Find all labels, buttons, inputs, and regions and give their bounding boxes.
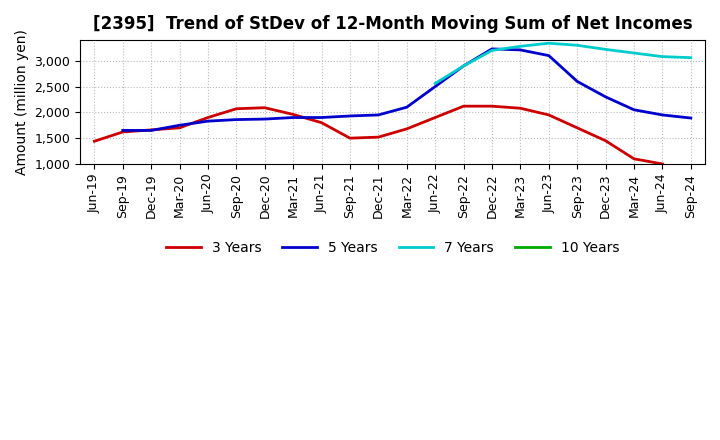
Y-axis label: Amount (million yen): Amount (million yen)	[15, 29, 29, 175]
Legend: 3 Years, 5 Years, 7 Years, 10 Years: 3 Years, 5 Years, 7 Years, 10 Years	[161, 235, 625, 260]
Title: [2395]  Trend of StDev of 12-Month Moving Sum of Net Incomes: [2395] Trend of StDev of 12-Month Moving…	[93, 15, 693, 33]
